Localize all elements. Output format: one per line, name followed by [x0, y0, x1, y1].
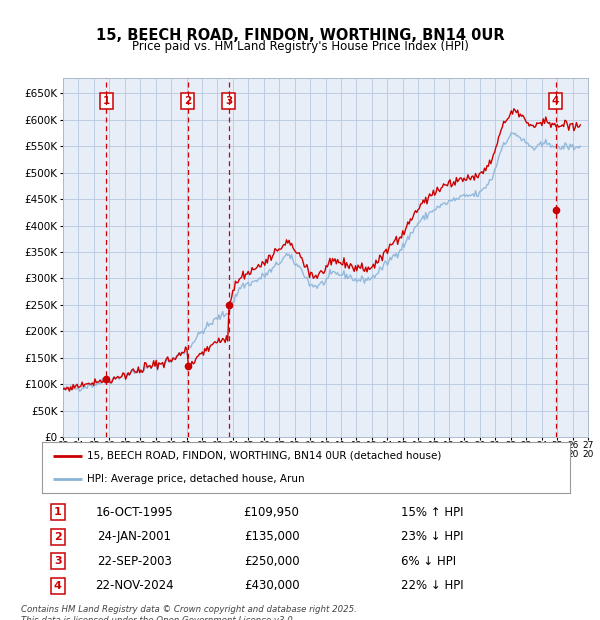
- Text: 3: 3: [54, 556, 62, 566]
- Text: 1: 1: [103, 96, 110, 106]
- Text: HPI: Average price, detached house, Arun: HPI: Average price, detached house, Arun: [87, 474, 305, 484]
- Text: 1: 1: [54, 507, 62, 517]
- Text: 15, BEECH ROAD, FINDON, WORTHING, BN14 0UR: 15, BEECH ROAD, FINDON, WORTHING, BN14 0…: [95, 28, 505, 43]
- Text: 22-SEP-2003: 22-SEP-2003: [97, 555, 172, 568]
- Text: 16-OCT-1995: 16-OCT-1995: [95, 506, 173, 519]
- Text: 2: 2: [54, 532, 62, 542]
- Text: 22% ↓ HPI: 22% ↓ HPI: [401, 579, 464, 592]
- Text: 23% ↓ HPI: 23% ↓ HPI: [401, 530, 464, 543]
- Text: £250,000: £250,000: [244, 555, 299, 568]
- Text: Price paid vs. HM Land Registry's House Price Index (HPI): Price paid vs. HM Land Registry's House …: [131, 40, 469, 53]
- Text: £109,950: £109,950: [244, 506, 299, 519]
- Text: 4: 4: [552, 96, 559, 106]
- Text: £430,000: £430,000: [244, 579, 299, 592]
- Text: £135,000: £135,000: [244, 530, 299, 543]
- Text: 3: 3: [225, 96, 232, 106]
- Text: 4: 4: [54, 581, 62, 591]
- Text: 6% ↓ HPI: 6% ↓ HPI: [401, 555, 456, 568]
- Text: 15% ↑ HPI: 15% ↑ HPI: [401, 506, 464, 519]
- Text: 2: 2: [184, 96, 191, 106]
- Text: 22-NOV-2024: 22-NOV-2024: [95, 579, 174, 592]
- Text: 24-JAN-2001: 24-JAN-2001: [97, 530, 172, 543]
- Text: Contains HM Land Registry data © Crown copyright and database right 2025.
This d: Contains HM Land Registry data © Crown c…: [21, 605, 357, 620]
- Text: 15, BEECH ROAD, FINDON, WORTHING, BN14 0UR (detached house): 15, BEECH ROAD, FINDON, WORTHING, BN14 0…: [87, 451, 441, 461]
